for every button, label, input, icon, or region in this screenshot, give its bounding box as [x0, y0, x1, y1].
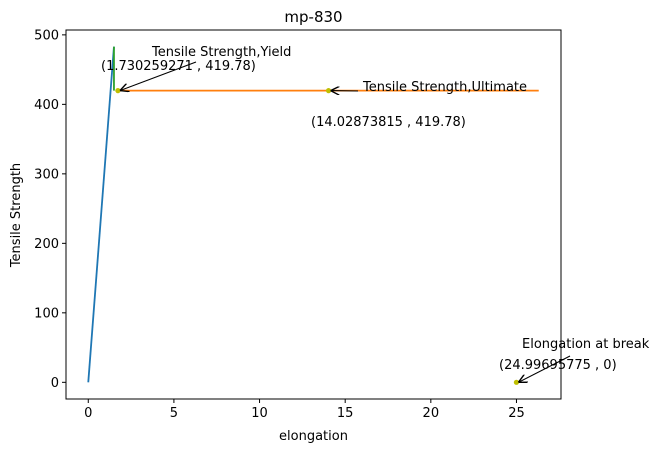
marker-points [115, 88, 519, 385]
annotation-ultimate-value: (14.02873815 , 419.78) [311, 115, 466, 130]
annotation-yield-label: Tensile Strength,Yield [151, 45, 291, 60]
x-tick-label: 10 [251, 406, 268, 421]
y-tick-label: 100 [34, 306, 59, 321]
y-tick-label: 500 [34, 28, 59, 43]
annotation-ultimate-label: Tensile Strength,Ultimate [362, 80, 527, 95]
annotation-yield-value: (1.730259271 , 419.78) [101, 59, 256, 74]
x-axis-label: elongation [279, 429, 348, 444]
annotation-break-value: (24.99695775 , 0) [499, 358, 617, 373]
y-tick-label: 300 [34, 167, 59, 182]
x-tick-label: 20 [423, 406, 440, 421]
data-point-0 [115, 88, 120, 93]
annotations [120, 62, 570, 382]
x-tick-label: 5 [170, 406, 178, 421]
series-lines [88, 47, 538, 383]
y-tick-label: 0 [51, 376, 59, 391]
data-point-2 [514, 380, 519, 385]
series-line-0 [88, 47, 114, 383]
y-axis-label: Tensile Strength [9, 163, 24, 268]
x-tick-label: 25 [508, 406, 525, 421]
x-tick-label: 0 [84, 406, 92, 421]
data-point-1 [326, 88, 331, 93]
y-tick-label: 200 [34, 237, 59, 252]
y-tick-label: 400 [34, 98, 59, 113]
annotation-break-label: Elongation at break [522, 337, 650, 352]
x-tick-label: 15 [337, 406, 354, 421]
chart-title: mp-830 [284, 8, 342, 26]
